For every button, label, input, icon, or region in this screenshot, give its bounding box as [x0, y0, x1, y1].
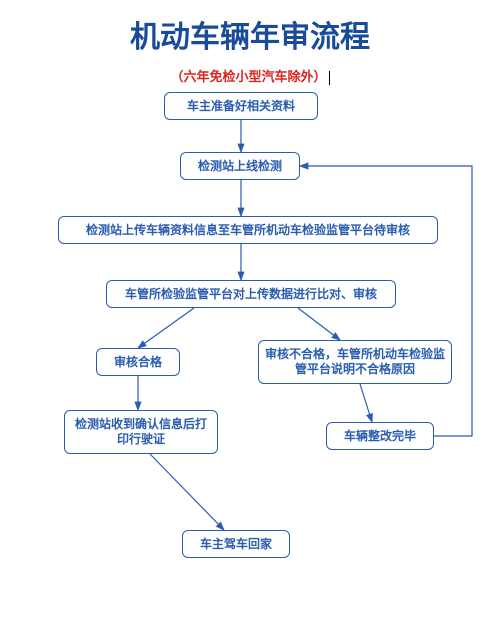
flow-node-n9: 车主驾车回家: [182, 530, 290, 558]
flow-node-n1: 车主准备好相关资料: [164, 92, 318, 120]
flow-edge-n4-n6: [298, 308, 340, 340]
flow-node-n6: 审核不合格，车管所机动车检验监管平台说明不合格原因: [258, 340, 452, 384]
subtitle-text: （六年免检小型汽车除外）: [170, 69, 326, 84]
flow-node-n3: 检测站上传车辆资料信息至车管所机动车检验监管平台待审核: [58, 216, 438, 244]
title-text: 机动车辆年审流程: [130, 21, 370, 54]
flow-node-n8: 车辆整改完毕: [326, 422, 434, 450]
flow-edge-n4-n5: [138, 308, 194, 348]
flow-node-n2: 检测站上线检测: [180, 152, 300, 180]
text-cursor: [329, 71, 330, 85]
page-subtitle: （六年免检小型汽车除外）: [0, 66, 500, 85]
flow-edge-n7-n9: [150, 454, 224, 530]
flowchart-canvas: 车主准备好相关资料检测站上线检测检测站上传车辆资料信息至车管所机动车检验监管平台…: [0, 86, 500, 632]
flow-node-n7: 检测站收到确认信息后打印行驶证: [64, 410, 218, 454]
flow-node-n5: 审核合格: [96, 348, 180, 376]
page-title: 机动车辆年审流程: [0, 0, 500, 56]
flow-node-n4: 车管所检验监管平台对上传数据进行比对、审核: [106, 280, 396, 308]
flow-edge-n6-n8: [360, 384, 372, 422]
